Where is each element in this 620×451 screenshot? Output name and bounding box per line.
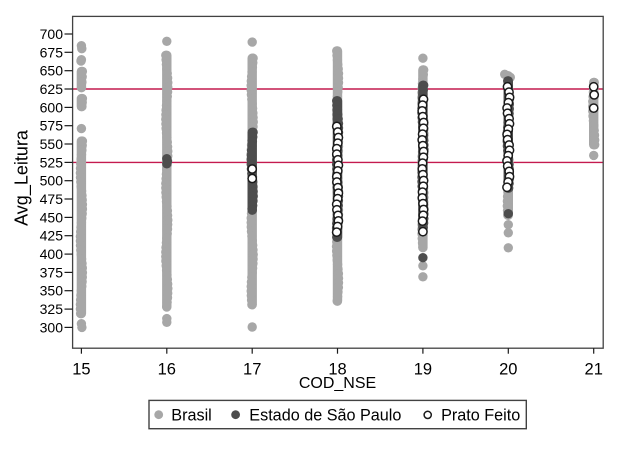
svg-text:700: 700 [40,26,64,42]
svg-text:Avg_Leitura: Avg_Leitura [11,129,32,226]
svg-text:650: 650 [40,63,64,79]
svg-text:300: 300 [40,319,64,335]
svg-text:15: 15 [72,361,90,379]
svg-text:550: 550 [40,136,64,152]
svg-text:21: 21 [585,361,603,379]
svg-text:Prato Feito: Prato Feito [441,406,520,424]
svg-text:Brasil: Brasil [171,406,211,424]
svg-text:625: 625 [40,81,64,97]
svg-text:450: 450 [40,209,64,225]
svg-text:18: 18 [328,361,346,379]
svg-text:17: 17 [243,361,261,379]
svg-text:500: 500 [40,173,64,189]
svg-text:675: 675 [40,44,64,60]
svg-text:325: 325 [40,301,64,317]
svg-text:Estado de São Paulo: Estado de São Paulo [249,406,401,424]
svg-text:20: 20 [499,361,517,379]
svg-text:400: 400 [40,246,64,262]
svg-text:COD_NSE: COD_NSE [299,375,376,392]
svg-text:350: 350 [40,283,64,299]
svg-text:16: 16 [158,361,176,379]
svg-text:575: 575 [40,118,64,134]
svg-text:600: 600 [40,99,64,115]
svg-text:19: 19 [414,361,432,379]
svg-text:525: 525 [40,154,64,170]
svg-text:475: 475 [40,191,64,207]
svg-text:375: 375 [40,264,64,280]
svg-text:425: 425 [40,228,64,244]
